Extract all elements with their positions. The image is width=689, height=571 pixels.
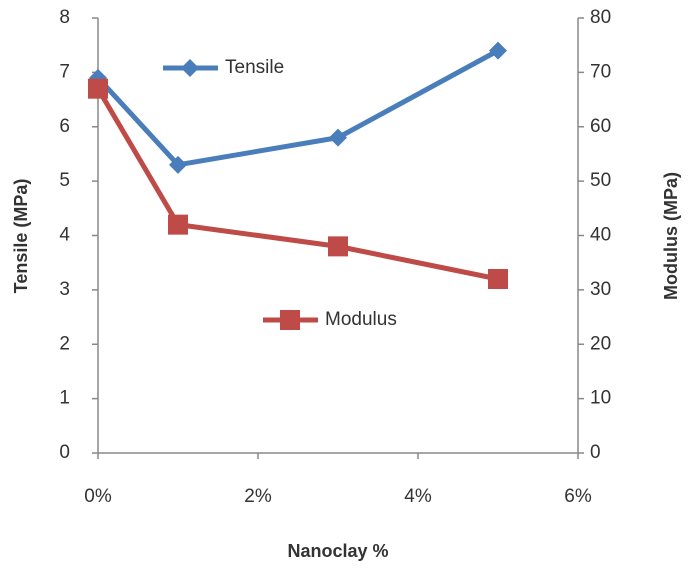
y-tick-label: 1 <box>59 388 70 409</box>
y2-tick-label: 40 <box>590 225 611 246</box>
y-axis-label: Tensile (MPa) <box>11 179 31 294</box>
y2-tick-label: 50 <box>590 170 611 191</box>
y-tick-label: 2 <box>59 333 70 354</box>
y2-tick-label: 70 <box>590 61 611 82</box>
y2-tick-label: 20 <box>590 333 611 354</box>
legend-marker <box>181 59 199 77</box>
legend-label: Modulus <box>325 309 397 330</box>
legend-label: Tensile <box>225 57 284 78</box>
legend-marker <box>280 310 300 330</box>
series-marker <box>169 155 187 174</box>
y2-tick-label: 80 <box>590 7 611 28</box>
x-tick-label: 0% <box>84 486 112 507</box>
x-tick-label: 4% <box>404 486 432 507</box>
x-tick-label: 6% <box>564 486 592 507</box>
y2-axis-label: Modulus (MPa) <box>661 172 681 300</box>
y-tick-label: 5 <box>59 170 70 191</box>
y-tick-label: 8 <box>59 7 70 28</box>
y-tick-label: 6 <box>59 116 70 137</box>
series-marker <box>488 269 508 289</box>
series-line <box>95 87 499 282</box>
series-marker <box>489 41 507 60</box>
series-marker <box>88 78 108 99</box>
y-tick-label: 7 <box>59 61 70 82</box>
y-tick-label: 4 <box>59 225 70 246</box>
series-marker <box>168 214 188 235</box>
series-marker <box>329 128 347 147</box>
x-tick-label: 2% <box>244 486 272 507</box>
y2-tick-label: 10 <box>590 388 611 409</box>
y2-tick-label: 0 <box>590 442 601 463</box>
y-tick-label: 0 <box>59 442 70 463</box>
series-line <box>96 48 500 168</box>
y-tick-label: 3 <box>59 279 70 300</box>
series-marker <box>328 236 348 257</box>
y2-tick-label: 30 <box>590 279 611 300</box>
x-axis-label: Nanoclay % <box>287 541 388 561</box>
y2-tick-label: 60 <box>590 116 611 137</box>
